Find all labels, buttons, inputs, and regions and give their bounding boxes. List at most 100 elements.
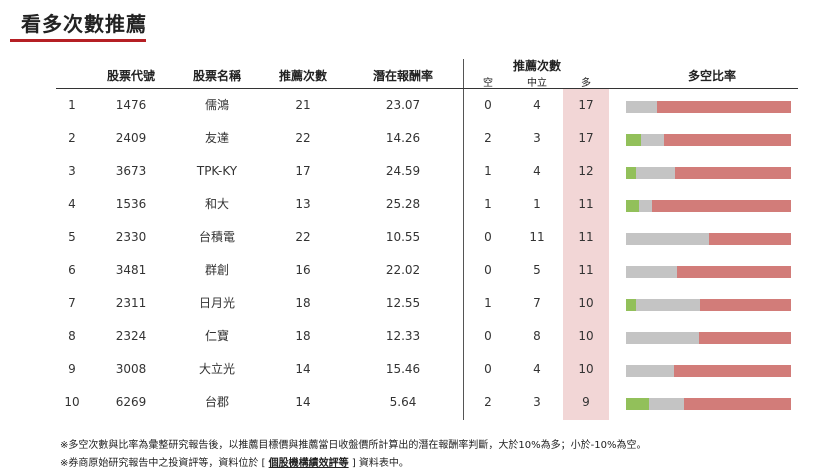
title-underline — [10, 39, 146, 42]
rank-cell: 6 — [68, 263, 76, 277]
neutral-count-cell: 3 — [533, 131, 541, 145]
neutral-count-cell: 3 — [533, 395, 541, 409]
ratio-bar-neutral-segment — [626, 266, 678, 278]
neutral-count-cell: 11 — [529, 230, 545, 244]
potential-cell: 25.28 — [385, 197, 421, 211]
bear-count-cell: 1 — [484, 296, 492, 310]
potential-cell: 5.64 — [389, 395, 417, 409]
bull-bear-ratio-bar — [626, 200, 791, 212]
ratio-bar-rest-segment — [683, 398, 791, 410]
neutral-count-cell: 4 — [533, 98, 541, 112]
header-rule — [56, 88, 798, 89]
bull-bear-ratio-bar — [626, 101, 791, 113]
name-cell: TPK-KY — [196, 164, 238, 178]
ratio-bar-rest-segment — [673, 365, 791, 377]
code-cell: 1476 — [115, 98, 147, 112]
ratio-bar-neutral-segment — [639, 200, 653, 212]
code-cell: 3008 — [115, 362, 147, 376]
bear-count-cell: 1 — [484, 197, 492, 211]
name-cell: 友達 — [204, 131, 229, 145]
potential-cell: 10.55 — [385, 230, 421, 244]
table-row: 2 2409 友達 22 14.26 2 3 17 — [0, 122, 820, 155]
ratio-bar-bull-segment — [626, 200, 640, 212]
name-cell: 日月光 — [198, 296, 235, 310]
header-potential: 潛在報酬率 — [372, 69, 433, 83]
footnote-2-prefix: ※券商原始研究報告中之投資評等，資料位於 [ — [60, 458, 269, 469]
table-row: 3 3673 TPK-KY 17 24.59 1 4 12 — [0, 155, 820, 188]
code-cell: 1536 — [115, 197, 147, 211]
count-cell: 22 — [295, 131, 311, 145]
code-cell: 2409 — [115, 131, 147, 145]
bear-count-cell: 0 — [484, 329, 492, 343]
name-cell: 群創 — [204, 263, 229, 277]
ratio-bar-rest-segment — [663, 134, 791, 146]
rank-cell: 10 — [64, 395, 80, 409]
bear-count-cell: 0 — [484, 230, 492, 244]
bull-count-cell: 17 — [578, 98, 594, 112]
potential-cell: 12.55 — [385, 296, 421, 310]
page-title: 看多次數推薦 — [21, 12, 147, 36]
header-bull: 多 — [581, 78, 591, 89]
bull-bear-ratio-bar — [626, 332, 791, 344]
rank-cell: 4 — [68, 197, 76, 211]
bull-count-cell: 10 — [578, 362, 594, 376]
table-row: 7 2311 日月光 18 12.55 1 7 10 — [0, 287, 820, 320]
potential-cell: 14.26 — [385, 131, 421, 145]
neutral-count-cell: 4 — [533, 362, 541, 376]
potential-cell: 23.07 — [385, 98, 421, 112]
header-bear: 空 — [483, 78, 493, 89]
name-cell: 台郡 — [204, 395, 229, 409]
count-cell: 16 — [295, 263, 311, 277]
ratio-bar-bull-segment — [626, 134, 641, 146]
ratio-bar-neutral-segment — [626, 365, 674, 377]
count-cell: 14 — [295, 395, 311, 409]
rank-cell: 7 — [68, 296, 76, 310]
ratio-bar-rest-segment — [698, 332, 791, 344]
bull-bear-ratio-bar — [626, 365, 791, 377]
table-row: 9 3008 大立光 14 15.46 0 4 10 — [0, 353, 820, 386]
neutral-count-cell: 5 — [533, 263, 541, 277]
table-row: 5 2330 台積電 22 10.55 0 11 11 — [0, 221, 820, 254]
table-row: 1 1476 儒鴻 21 23.07 0 4 17 — [0, 89, 820, 122]
ratio-bar-neutral-segment — [635, 167, 676, 179]
name-cell: 仁寶 — [204, 329, 229, 343]
neutral-count-cell: 4 — [533, 164, 541, 178]
count-cell: 18 — [295, 329, 311, 343]
bull-column-highlight — [563, 88, 609, 420]
ratio-bar-rest-segment — [675, 167, 791, 179]
bull-count-cell: 11 — [578, 230, 594, 244]
potential-cell: 12.33 — [385, 329, 421, 343]
bull-count-cell: 10 — [578, 296, 594, 310]
bull-bear-ratio-bar — [626, 233, 791, 245]
rank-cell: 2 — [68, 131, 76, 145]
neutral-count-cell: 8 — [533, 329, 541, 343]
header-name: 股票名稱 — [192, 69, 241, 83]
bull-bear-ratio-bar — [626, 167, 791, 179]
footnote-2-suffix: ] 資料表中。 — [348, 458, 409, 469]
table-row: 6 3481 群創 16 22.02 0 5 11 — [0, 254, 820, 287]
bull-bear-ratio-bar — [626, 398, 791, 410]
header-neutral: 中立 — [527, 78, 547, 89]
count-cell: 18 — [295, 296, 311, 310]
neutral-count-cell: 1 — [533, 197, 541, 211]
column-divider — [463, 59, 464, 420]
potential-cell: 24.59 — [385, 164, 421, 178]
bear-count-cell: 1 — [484, 164, 492, 178]
name-cell: 儒鴻 — [204, 98, 229, 112]
bull-bear-ratio-bar — [626, 299, 791, 311]
code-cell: 2311 — [115, 296, 147, 310]
bull-bear-ratio-bar — [626, 134, 791, 146]
rank-cell: 1 — [68, 98, 76, 112]
rank-cell: 8 — [68, 329, 76, 343]
rank-cell: 3 — [68, 164, 76, 178]
bear-count-cell: 0 — [484, 98, 492, 112]
table-row: 8 2324 仁寶 18 12.33 0 8 10 — [0, 320, 820, 353]
neutral-count-cell: 7 — [533, 296, 541, 310]
ratio-bar-neutral-segment — [626, 332, 699, 344]
bear-count-cell: 2 — [484, 131, 492, 145]
ratio-bar-neutral-segment — [649, 398, 684, 410]
bull-count-cell: 17 — [578, 131, 594, 145]
bull-count-cell: 9 — [582, 395, 590, 409]
performance-rating-link[interactable]: 個股機構績效評等 — [268, 458, 349, 469]
code-cell: 2324 — [115, 329, 147, 343]
